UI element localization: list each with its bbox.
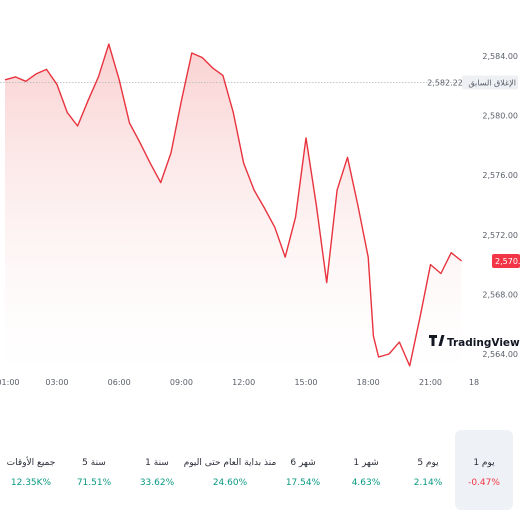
period-label: جميع الأوقات	[6, 458, 56, 468]
previous-close-label: 2,582.22 الإغلاق السابق	[427, 79, 516, 89]
y-tick-label: 2,580.00	[482, 112, 518, 121]
last-price-badge: 2,570.24	[492, 254, 520, 269]
price-chart[interactable]: 2,584.00 2,580.00 2,576.00 2,572.00 2,568.00…	[0, 0, 520, 400]
period-label: 1 سنة	[145, 458, 169, 468]
x-tick-label: 12:00	[232, 378, 255, 387]
previous-close-badge: 2,582.22 الإغلاق السابق	[427, 75, 518, 90]
period-change-value: 71.51%	[76, 478, 112, 488]
price-line	[4, 43, 463, 367]
tradingview-watermark: TradingView	[429, 335, 520, 349]
period-change-value: 33.62%	[139, 478, 175, 488]
tradingview-logo-icon	[429, 335, 445, 346]
period-tab[interactable]: 1 سنة 33.62%	[128, 430, 186, 510]
period-change-value: 12.35K%	[10, 478, 52, 488]
period-label: منذ بداية العام حتى اليوم	[183, 458, 277, 468]
last-price-value: 2,570.24	[495, 257, 520, 266]
period-label: 5 سنة	[82, 458, 106, 468]
period-tab[interactable]: 5 يوم 2.14%	[399, 430, 457, 510]
period-tab[interactable]: 6 شهر 17.54%	[274, 430, 332, 510]
period-change-value: 2.14%	[413, 478, 443, 488]
previous-close-value: 2,582.22	[427, 79, 463, 88]
y-axis: 2,584.00 2,580.00 2,576.00 2,572.00 2,568.00…	[482, 52, 518, 359]
period-change-value: 4.63%	[351, 478, 381, 488]
period-label: 6 شهر	[290, 458, 316, 468]
period-change-value: -0.47%	[468, 478, 500, 488]
x-tick-label: 01:00	[0, 378, 20, 387]
period-label: 1 شهر	[353, 458, 379, 468]
period-tab[interactable]: منذ بداية العام حتى اليوم 24.60%	[178, 430, 282, 510]
x-tick-label: 03:00	[45, 378, 68, 387]
y-tick-label: 2,572.00	[482, 231, 518, 240]
x-tick-label: 18	[469, 378, 479, 387]
period-change-value: 24.60%	[212, 478, 248, 488]
x-tick-label: 21:00	[419, 378, 442, 387]
x-tick-label: 06:00	[108, 378, 131, 387]
period-performance-bar: 1 يوم -0.47% 5 يوم 2.14% 1 شهر 4.63% 6 شهر 17.5…	[0, 430, 520, 510]
x-tick-label: 09:00	[170, 378, 193, 387]
period-tab[interactable]: 1 شهر 4.63%	[337, 430, 395, 510]
x-tick-label: 15:00	[294, 378, 317, 387]
period-tab[interactable]: جميع الأوقات 12.35K%	[2, 430, 60, 510]
period-tab[interactable]: 1 يوم -0.47%	[455, 430, 513, 510]
period-tab[interactable]: 5 سنة 71.51%	[65, 430, 123, 510]
previous-close-caption: الإغلاق السابق	[468, 79, 516, 89]
y-tick-label: 2,564.00	[482, 350, 518, 359]
y-tick-label: 2,584.00	[482, 52, 518, 61]
x-tick-label: 18:00	[357, 378, 380, 387]
price-area-fill	[5, 44, 462, 372]
period-change-value: 17.54%	[285, 478, 321, 488]
tradingview-logo-text: TradingView	[447, 337, 520, 349]
y-tick-label: 2,568.00	[482, 290, 518, 299]
period-label: 1 يوم	[473, 458, 495, 468]
y-tick-label: 2,576.00	[482, 171, 518, 180]
period-label: 5 يوم	[417, 458, 439, 468]
x-axis: 01:00 03:00 06:00 09:00 12:00 15:00 18:00 21:00…	[0, 378, 479, 387]
